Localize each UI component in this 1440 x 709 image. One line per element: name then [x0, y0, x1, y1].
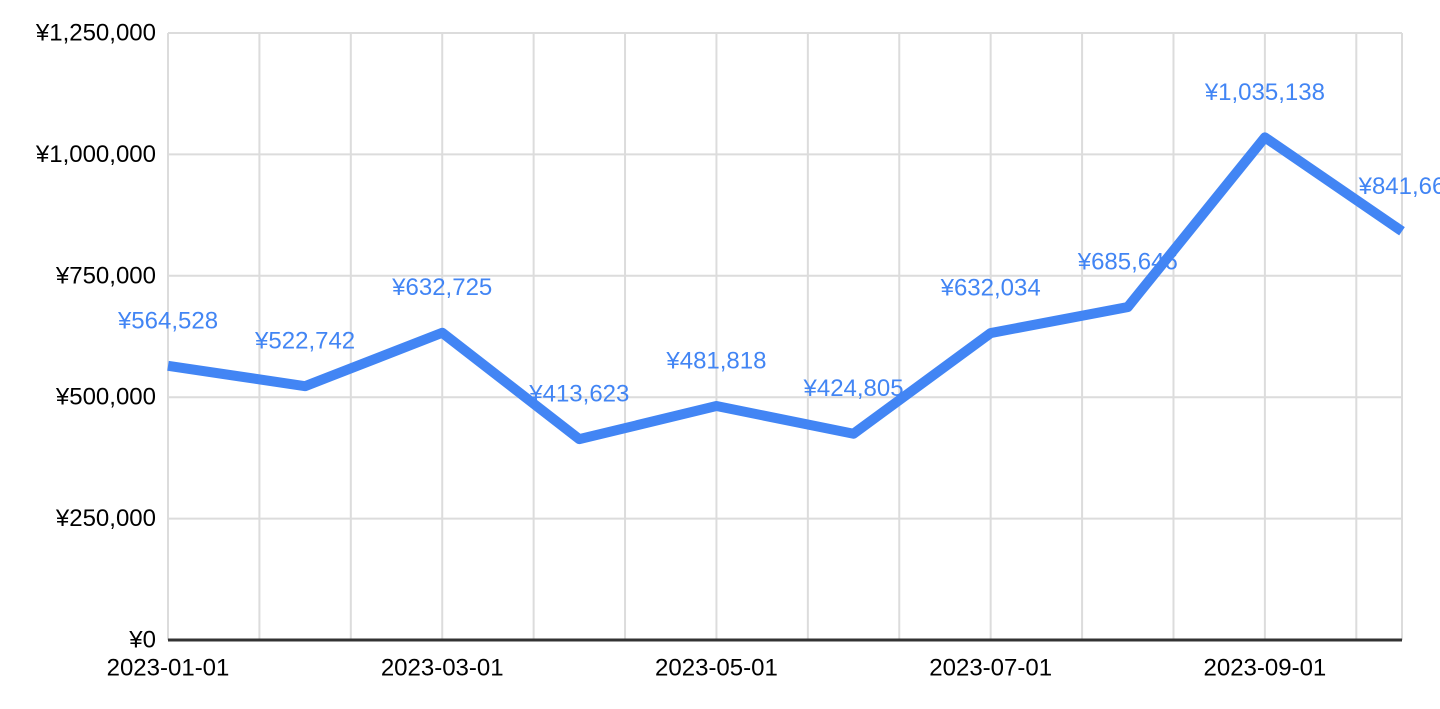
data-label: ¥564,528 — [117, 307, 218, 334]
x-tick-label: 2023-09-01 — [1204, 655, 1327, 682]
x-tick-label: 2023-05-01 — [655, 655, 778, 682]
data-label: ¥481,818 — [665, 348, 766, 375]
y-tick-label: ¥0 — [128, 627, 156, 654]
data-label: ¥522,742 — [254, 328, 355, 355]
y-tick-label: ¥250,000 — [55, 505, 156, 532]
y-tick-label: ¥500,000 — [55, 384, 156, 411]
data-label: ¥413,623 — [528, 381, 629, 408]
y-tick-label: ¥1,250,000 — [35, 20, 156, 47]
data-label: ¥632,725 — [391, 274, 492, 301]
x-tick-label: 2023-07-01 — [929, 655, 1052, 682]
data-label: ¥841,66 — [1358, 173, 1440, 200]
data-label: ¥1,035,138 — [1204, 79, 1325, 106]
y-tick-label: ¥750,000 — [55, 262, 156, 289]
data-label: ¥424,805 — [803, 375, 904, 402]
y-tick-label: ¥1,000,000 — [35, 141, 156, 168]
x-tick-label: 2023-03-01 — [381, 655, 504, 682]
data-label: ¥632,034 — [940, 275, 1041, 302]
data-label: ¥685,646 — [1077, 249, 1178, 276]
x-tick-label: 2023-01-01 — [107, 655, 230, 682]
series-line — [167, 132, 1405, 445]
